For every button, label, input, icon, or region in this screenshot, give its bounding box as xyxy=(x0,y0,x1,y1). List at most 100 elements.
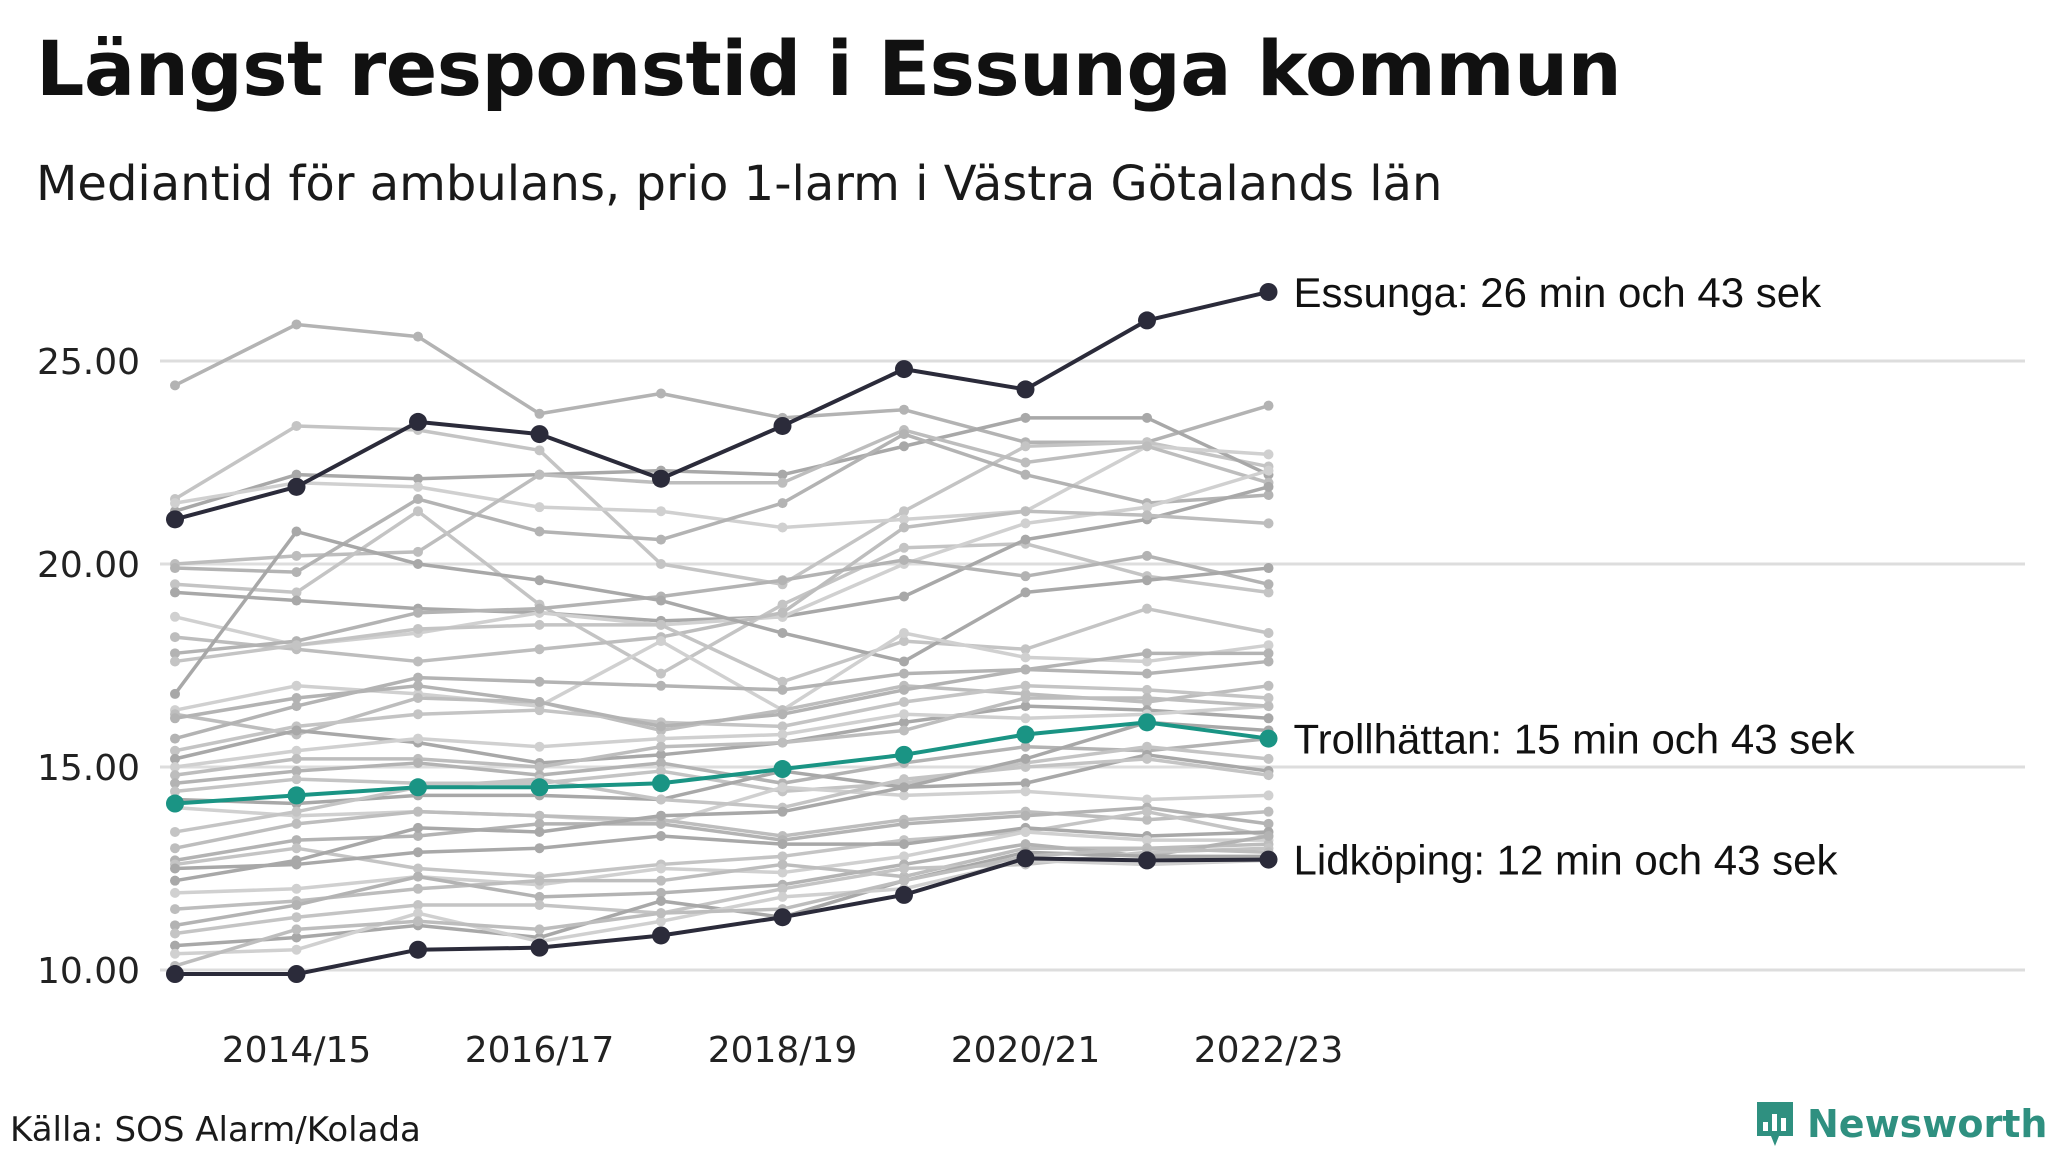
series-line xyxy=(174,432,1269,574)
data-point xyxy=(291,932,302,943)
series-line xyxy=(174,631,1269,712)
data-point xyxy=(534,818,545,829)
data-point xyxy=(534,676,545,687)
background-series-line xyxy=(170,441,1274,533)
data-point xyxy=(413,506,423,517)
series-line xyxy=(174,704,1269,765)
data-point-lidk-ping xyxy=(652,926,670,945)
series-line xyxy=(174,509,1269,676)
data-point xyxy=(1020,441,1031,452)
data-point-lidk-ping xyxy=(1259,850,1278,869)
data-point xyxy=(656,895,666,906)
data-point-trollh-ttan xyxy=(1138,713,1156,732)
data-point xyxy=(413,473,423,484)
data-point xyxy=(170,843,180,854)
data-point xyxy=(1142,575,1152,586)
data-point xyxy=(170,762,180,772)
series-line xyxy=(174,684,1269,753)
data-point-lidk-ping xyxy=(166,965,184,984)
data-point xyxy=(413,883,423,894)
data-point xyxy=(777,676,788,687)
series-line xyxy=(174,736,1269,785)
data-point xyxy=(170,887,180,898)
data-point xyxy=(1263,518,1274,529)
background-series-line xyxy=(170,826,1274,898)
x-tick-label: 2018/19 xyxy=(708,1030,858,1071)
data-point xyxy=(413,692,423,703)
data-point xyxy=(1020,713,1031,724)
data-point xyxy=(534,705,545,716)
data-point-lidk-ping xyxy=(1138,851,1156,870)
data-point xyxy=(413,908,423,919)
newsworthy-logo-text: Newsworthy xyxy=(1807,1102,2048,1146)
data-point xyxy=(534,810,545,821)
data-point xyxy=(413,757,423,768)
data-point xyxy=(656,741,666,752)
data-point xyxy=(899,818,909,829)
data-point xyxy=(534,408,545,419)
y-tick-label: 20.00 xyxy=(37,545,140,586)
series-lidk-ping xyxy=(166,849,1278,984)
data-point-lidk-ping xyxy=(895,885,913,904)
data-point xyxy=(291,587,302,598)
data-point xyxy=(413,546,423,557)
data-point-essunga xyxy=(1259,282,1278,301)
data-point xyxy=(1263,465,1274,476)
chart-title: Längst responstid i Essunga kommun xyxy=(36,24,1622,113)
series-line xyxy=(174,322,1270,444)
data-point xyxy=(1020,518,1031,529)
data-point xyxy=(170,928,180,939)
background-series-line xyxy=(170,648,1274,744)
data-point xyxy=(1142,814,1152,825)
data-point xyxy=(1020,652,1031,663)
data-point xyxy=(170,648,180,659)
data-point xyxy=(291,745,302,756)
series-line xyxy=(174,704,1269,769)
data-point xyxy=(534,826,545,837)
series-line-essunga xyxy=(174,290,1269,522)
series-line xyxy=(174,444,1269,530)
data-point xyxy=(899,697,909,708)
data-point xyxy=(1263,579,1274,590)
data-point xyxy=(1142,441,1152,452)
data-point xyxy=(777,782,788,793)
data-point xyxy=(899,790,909,801)
data-point xyxy=(1263,481,1274,492)
series-line xyxy=(174,720,1269,883)
data-point xyxy=(170,786,180,797)
data-point xyxy=(1020,469,1031,480)
data-point xyxy=(899,542,909,553)
data-point xyxy=(899,636,909,647)
data-point xyxy=(291,944,302,955)
data-point xyxy=(1020,839,1031,850)
data-point xyxy=(170,656,180,667)
data-point xyxy=(656,887,666,898)
data-point xyxy=(1142,684,1152,695)
background-series-line xyxy=(170,843,1274,939)
data-point xyxy=(899,554,909,565)
series-line xyxy=(174,809,1269,850)
series-line xyxy=(174,809,1269,879)
data-point xyxy=(170,948,180,959)
data-point xyxy=(291,469,302,480)
series-line xyxy=(174,509,1269,664)
data-point-essunga xyxy=(287,477,306,496)
series-line xyxy=(174,416,1270,513)
data-point xyxy=(413,331,423,342)
data-point xyxy=(413,733,423,744)
series-line xyxy=(174,424,1269,587)
data-point xyxy=(899,514,909,525)
data-point-essunga xyxy=(1016,380,1035,399)
x-tick-label: 2020/21 xyxy=(951,1030,1101,1071)
data-point xyxy=(1263,648,1274,659)
data-point xyxy=(170,745,180,756)
background-series-line xyxy=(170,656,1274,732)
data-point xyxy=(413,916,423,927)
data-point xyxy=(1142,741,1152,752)
data-point-trollh-ttan xyxy=(773,760,792,779)
data-point xyxy=(1020,762,1031,772)
background-series-line xyxy=(170,802,1274,866)
data-point xyxy=(291,567,302,578)
highlighted-series xyxy=(166,282,1278,984)
data-point xyxy=(170,380,180,391)
